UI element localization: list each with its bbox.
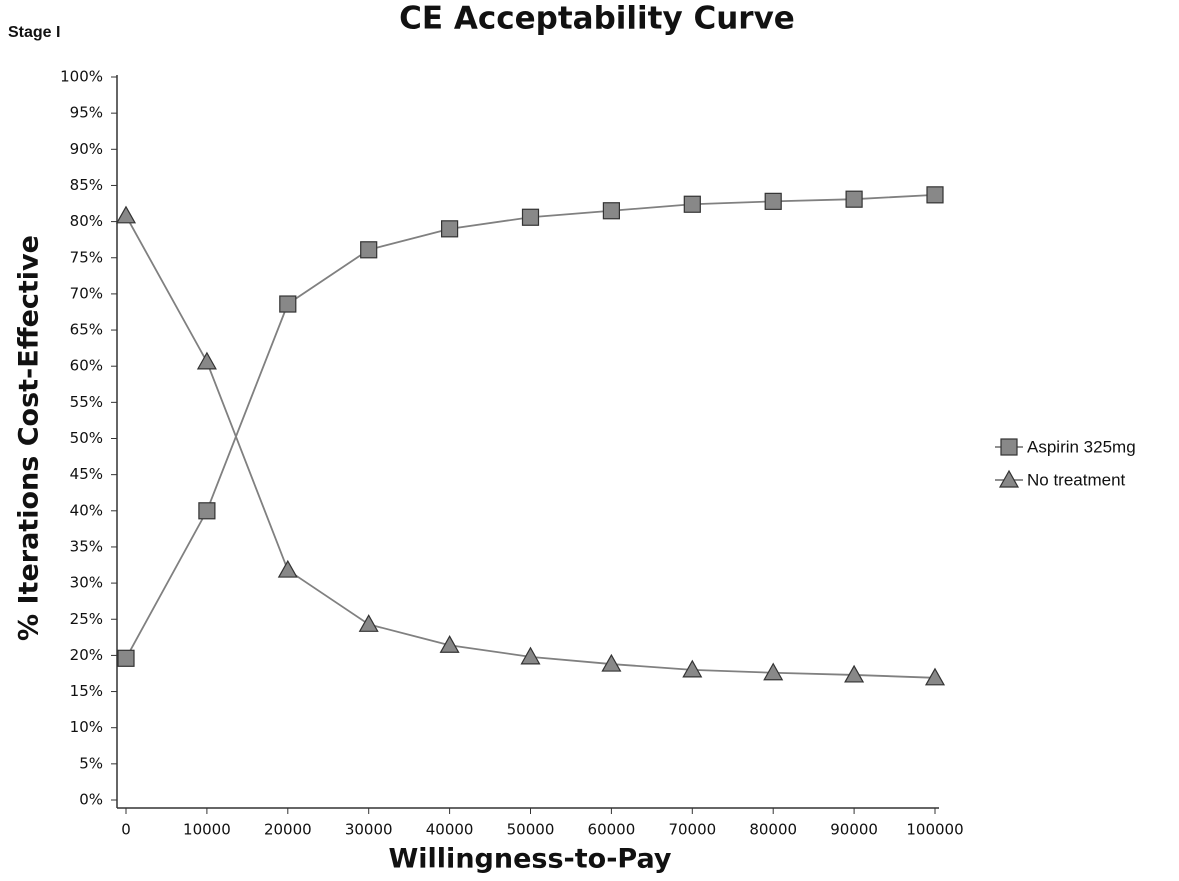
x-tick-label: 20000 — [264, 821, 312, 839]
y-tick-label: 65% — [70, 321, 103, 339]
y-tick-label: 20% — [70, 646, 103, 664]
y-tick-label: 25% — [70, 610, 103, 628]
marker — [602, 202, 621, 220]
legend-marker — [1000, 438, 1018, 456]
marker — [926, 186, 944, 204]
series-line — [125, 215, 936, 679]
marker — [924, 667, 946, 686]
x-tick-label: 0 — [121, 821, 131, 839]
x-axis-label: Willingness-to-Pay — [389, 844, 672, 875]
panel-label: Stage I — [8, 24, 60, 41]
y-tick-label: 45% — [70, 465, 103, 483]
marker — [439, 635, 460, 653]
marker — [358, 614, 379, 632]
marker — [360, 241, 378, 259]
y-tick-label: 75% — [70, 248, 103, 266]
y-tick-label: 0% — [79, 791, 103, 809]
legend-marker — [998, 469, 1020, 488]
legend-label: Aspirin 325mg — [1027, 437, 1136, 456]
x-tick-label: 70000 — [668, 821, 716, 839]
x-tick-label: 100000 — [906, 821, 963, 839]
y-tick-label: 95% — [70, 104, 103, 122]
marker — [601, 653, 622, 672]
x-tick-label: 90000 — [830, 821, 878, 839]
y-tick-label: 55% — [70, 393, 103, 411]
series-line — [125, 193, 936, 659]
marker — [683, 195, 701, 213]
y-tick-label: 10% — [70, 718, 103, 736]
marker — [844, 664, 865, 683]
marker — [198, 502, 216, 520]
marker — [117, 649, 135, 667]
y-tick-label: 85% — [70, 176, 103, 194]
marker — [115, 205, 137, 224]
marker — [520, 646, 541, 665]
x-tick-label: 30000 — [345, 821, 393, 839]
chart-title: CE Acceptability Curve — [399, 1, 795, 37]
y-tick-label: 70% — [70, 284, 103, 302]
marker — [682, 659, 703, 678]
y-tick-label: 60% — [70, 357, 103, 375]
y-tick-label: 80% — [70, 212, 103, 230]
y-axis-label: % Iterations Cost-Effective — [14, 235, 45, 641]
y-tick-label: 50% — [70, 429, 103, 447]
y-tick-label: 35% — [70, 537, 103, 555]
marker — [277, 559, 298, 578]
y-tick-label: 5% — [79, 754, 103, 772]
marker — [845, 190, 863, 208]
x-tick-label: 40000 — [426, 821, 474, 839]
x-tick-label: 80000 — [749, 821, 797, 839]
marker — [763, 662, 784, 681]
marker — [521, 208, 540, 226]
y-tick-label: 30% — [70, 574, 103, 592]
y-tick-label: 40% — [70, 501, 103, 519]
x-tick-label: 10000 — [183, 821, 231, 839]
x-tick-label: 50000 — [507, 821, 555, 839]
x-tick-label: 60000 — [588, 821, 636, 839]
y-tick-label: 90% — [70, 140, 103, 158]
marker — [764, 192, 782, 210]
marker — [279, 295, 297, 313]
marker — [196, 351, 217, 370]
marker — [441, 220, 459, 238]
y-tick-label: 15% — [70, 682, 103, 700]
y-tick-label: 100% — [60, 68, 103, 86]
legend-label: No treatment — [1027, 470, 1126, 489]
